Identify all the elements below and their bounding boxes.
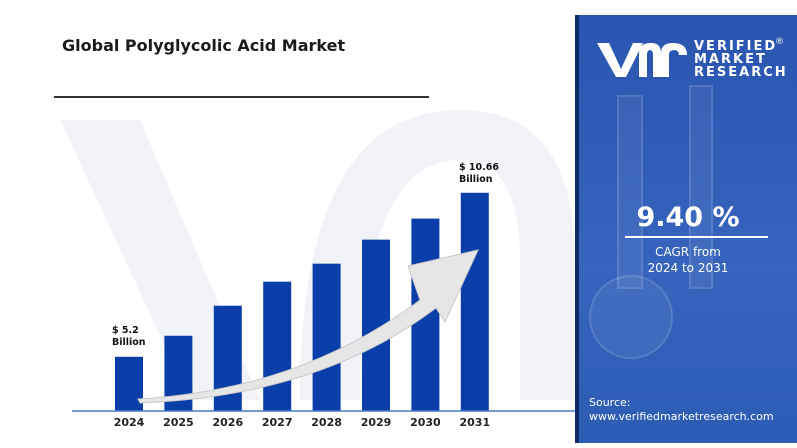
data-label-2031: $ 10.66 xyxy=(459,162,499,173)
x-tick-label: 2029 xyxy=(361,416,392,429)
flask-neck-image xyxy=(617,95,643,289)
chart-title: Global Polyglycolic Acid Market xyxy=(62,36,346,55)
x-tick-label: 2024 xyxy=(114,416,145,429)
bar-2031 xyxy=(460,192,489,411)
cagr-caption: CAGR from 2024 to 2031 xyxy=(579,244,797,276)
x-tick-label: 2030 xyxy=(410,416,441,429)
bar-2027 xyxy=(263,281,292,411)
registered-mark: ® xyxy=(775,37,784,47)
tube-image xyxy=(689,85,713,289)
bar-chart: 2024 2025 2026 2027 2028 2029 2030 2031$ 5.2Bil… xyxy=(60,110,575,429)
cagr-caption-line: CAGR from xyxy=(655,245,721,259)
source-url[interactable]: www.verifiedmarketresearch.com xyxy=(589,410,774,423)
brand-name: VERIFIED MARKET RESEARCH xyxy=(694,40,788,79)
flask-image xyxy=(589,275,673,359)
title-divider xyxy=(54,96,429,98)
vmr-logo xyxy=(597,43,687,77)
source: Source: www.verifiedmarketresearch.com xyxy=(589,396,774,424)
cagr-caption-line: 2024 to 2031 xyxy=(647,261,729,275)
brand-line: VERIFIED xyxy=(694,39,778,54)
data-label-2024: $ 5.2 xyxy=(112,325,139,336)
x-tick-label: 2027 xyxy=(262,416,293,429)
source-label: Source: xyxy=(589,396,631,409)
cagr-divider xyxy=(625,236,768,238)
trend-arrow xyxy=(137,249,479,404)
x-tick-label: 2028 xyxy=(311,416,342,429)
watermark xyxy=(60,110,575,400)
x-tick-label: 2026 xyxy=(212,416,243,429)
x-tick-label: 2025 xyxy=(163,416,194,429)
bar-2028 xyxy=(312,263,341,411)
brand-line: RESEARCH xyxy=(694,65,788,80)
data-label-2031: Billion xyxy=(459,174,493,185)
x-tick-label: 2031 xyxy=(459,416,490,429)
data-label-2024: Billion xyxy=(112,337,146,348)
bar-2024 xyxy=(115,356,143,411)
cagr-value: 9.40 % xyxy=(636,202,740,233)
info-panel: VERIFIED MARKET RESEARCH ® 9.40 % CAGR f… xyxy=(575,15,797,443)
brand-line: MARKET xyxy=(694,52,767,67)
